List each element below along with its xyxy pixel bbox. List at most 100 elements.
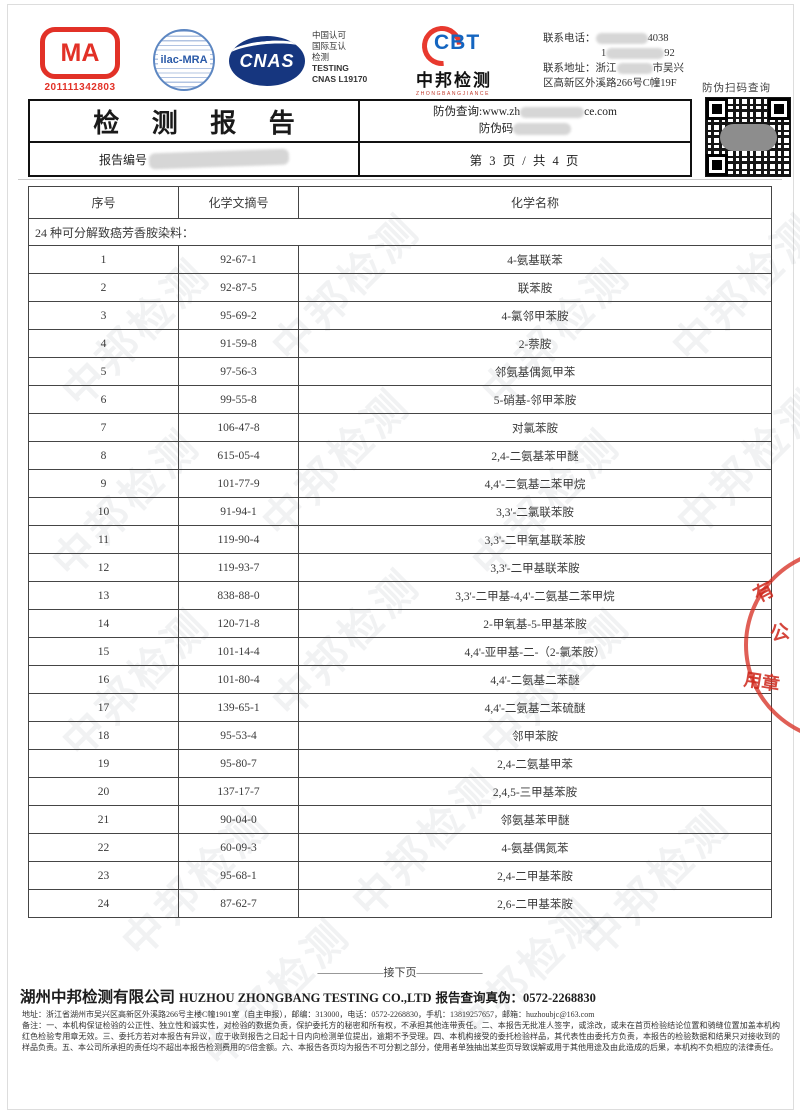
row-cas-cell: 60-09-3 <box>178 833 299 862</box>
company-line: 湖州中邦检测有限公司 HUZHOU ZHONGBANG TESTING CO.,… <box>20 985 790 1007</box>
table-row: 18 95-53-4 邻甲苯胺 <box>28 721 772 750</box>
contact-block: 联系电话： 4038 1 92 联系地址：浙江 市吴兴 区高新区外溪路266号C幢19… <box>543 31 728 91</box>
row-name-cell: 4,4'-二氨基二苯甲烷 <box>298 469 772 498</box>
row-cas-cell: 95-68-1 <box>178 861 299 890</box>
redaction-blur <box>513 123 572 136</box>
chemical-table-wrap: 24 种可分解致癌芳香胺染料： 序号 化学文摘号 化学名称 1 92-67-1 … <box>28 186 772 918</box>
row-name-cell: 4,4'-亚甲基-二-（2-氯苯胺） <box>298 637 772 666</box>
row-cas-cell: 101-80-4 <box>178 665 299 694</box>
table-row: 4 91-59-8 2-萘胺 <box>28 329 772 358</box>
table-row: 20 137-17-7 2,4,5-三甲基苯胺 <box>28 777 772 806</box>
table-row: 11 119-90-4 3,3'-二甲氧基联苯胺 <box>28 525 772 554</box>
row-no-cell: 3 <box>28 301 179 330</box>
row-cas-cell: 95-53-4 <box>178 721 299 750</box>
row-name-cell: 2,4,5-三甲基苯胺 <box>298 777 772 806</box>
row-cas-cell: 101-14-4 <box>178 637 299 666</box>
seal-char: 用章 <box>742 669 782 695</box>
row-cas-cell: 91-59-8 <box>178 329 299 358</box>
cert-line: 检测 <box>312 52 330 62</box>
row-name-cell: 联苯胺 <box>298 273 772 302</box>
ilac-mra-label: ilac-MRA <box>158 54 210 66</box>
table-row: 6 99-55-8 5-硝基-邻甲苯胺 <box>28 385 772 414</box>
row-no-cell: 23 <box>28 861 179 890</box>
qr-finder-icon <box>706 98 728 120</box>
contact-phone-line2: 1 92 <box>601 48 675 60</box>
table-row: 9 101-77-9 4,4'-二氨基二苯甲烷 <box>28 469 772 498</box>
row-cas-cell: 119-93-7 <box>178 553 299 582</box>
company-address: 地址：浙江省湖州市吴兴区高新区外溪路266号主楼C幢1901室（自主申报），邮编… <box>22 1010 595 1019</box>
row-no-cell: 1 <box>28 245 179 274</box>
row-no-cell: 21 <box>28 805 179 834</box>
row-cas-cell: 97-56-3 <box>178 357 299 386</box>
row-no-cell: 9 <box>28 469 179 498</box>
row-name-cell: 2-萘胺 <box>298 329 772 358</box>
col-header-no: 序号 <box>28 186 179 219</box>
row-name-cell: 4-氯邻甲苯胺 <box>298 301 772 330</box>
row-no-cell: 14 <box>28 609 179 638</box>
row-no-cell: 2 <box>28 273 179 302</box>
redaction-blur <box>606 48 665 60</box>
accreditation-text: 中国认可 国际互认 检测 TESTING CNAS L19170 <box>312 30 367 85</box>
redaction-blur <box>595 33 648 45</box>
row-name-cell: 对氯苯胺 <box>298 413 772 442</box>
row-cas-cell: 92-87-5 <box>178 273 299 302</box>
row-cas-cell: 137-17-7 <box>178 777 299 806</box>
row-name-cell: 3,3'-二氯联苯胺 <box>298 497 772 526</box>
table-row: 15 101-14-4 4,4'-亚甲基-二-（2-氯苯胺） <box>28 637 772 666</box>
row-name-cell: 3,3'-二甲基联苯胺 <box>298 553 772 582</box>
table-row: 5 97-56-3 邻氨基偶氮甲苯 <box>28 357 772 386</box>
row-cas-cell: 95-80-7 <box>178 749 299 778</box>
company-name-cn: 湖州中邦检测有限公司 <box>20 989 176 1006</box>
row-no-cell: 12 <box>28 553 179 582</box>
row-name-cell: 2,6-二甲基苯胺 <box>298 889 772 918</box>
title-band: 检 测 报 告 防伪查询:www.zh ce.com 防伪码 报告编号 第 3 页… <box>28 99 692 177</box>
row-cas-cell: 139-65-1 <box>178 693 299 722</box>
table-row: 19 95-80-7 2,4-二氨基甲苯 <box>28 749 772 778</box>
table-header-row: 序号 化学文摘号 化学名称 <box>28 186 772 219</box>
row-cas-cell: 615-05-4 <box>178 441 299 470</box>
row-name-cell: 2-甲氧基-5-甲基苯胺 <box>298 609 772 638</box>
cma-mark-icon: MA <box>40 27 120 79</box>
chemical-table: 24 种可分解致癌芳香胺染料： 序号 化学文摘号 化学名称 1 92-67-1 … <box>28 186 772 918</box>
ilac-mra-logo-icon: ilac-MRA <box>153 29 215 91</box>
qr-finder-icon <box>768 98 790 120</box>
row-name-cell: 4-氨基联苯 <box>298 245 772 274</box>
row-cas-cell: 119-90-4 <box>178 525 299 554</box>
cbt-logo: CBT 中邦检测 ZHONGBANGJIANCE <box>413 17 526 97</box>
table-row: 24 87-62-7 2,6-二甲基苯胺 <box>28 889 772 918</box>
verify-phone: 报告查询真伪：0572-2268830 <box>435 991 596 1005</box>
row-cas-cell: 92-67-1 <box>178 245 299 274</box>
row-no-cell: 24 <box>28 889 179 918</box>
row-name-cell: 4-氨基偶氮苯 <box>298 833 772 862</box>
row-name-cell: 5-硝基-邻甲苯胺 <box>298 385 772 414</box>
row-name-cell: 邻氨基苯甲醚 <box>298 805 772 834</box>
row-name-cell: 4,4'-二氨基二苯硫醚 <box>298 693 772 722</box>
cbt-mark-icon: CBT <box>413 17 486 75</box>
anti-fake-scan-label: 防伪扫码查询 <box>702 83 771 94</box>
report-number-cell: 报告编号 <box>30 143 360 175</box>
contact-phone-line: 联系电话： 4038 <box>543 33 669 45</box>
cma-logo: MA 201111342803 <box>40 27 120 93</box>
report-title-cell: 检 测 报 告 <box>30 101 360 143</box>
cbt-company-pinyin: ZHONGBANGJIANCE <box>416 91 491 97</box>
row-no-cell: 17 <box>28 693 179 722</box>
table-row: 10 91-94-1 3,3'-二氯联苯胺 <box>28 497 772 526</box>
contact-address-line2: 区高新区外溪路266号C幢19F <box>543 78 677 89</box>
row-no-cell: 18 <box>28 721 179 750</box>
table-row: 7 106-47-8 对氯苯胺 <box>28 413 772 442</box>
next-page-marker: ——————接下页—————— <box>317 967 483 979</box>
row-name-cell: 3,3'-二甲氧基联苯胺 <box>298 525 772 554</box>
report-notes: 备注：一、本机构保证检验的公正性、独立性和诚实性，对检验的数据负责，保护委托方的… <box>22 1021 780 1052</box>
row-no-cell: 11 <box>28 525 179 554</box>
qr-code <box>705 97 791 177</box>
row-name-cell: 邻氨基偶氮甲苯 <box>298 357 772 386</box>
table-row: 23 95-68-1 2,4-二甲基苯胺 <box>28 861 772 890</box>
cma-number: 201111342803 <box>44 82 116 93</box>
row-cas-cell: 101-77-9 <box>178 469 299 498</box>
col-header-cas: 化学文摘号 <box>178 186 299 219</box>
row-cas-cell: 106-47-8 <box>178 413 299 442</box>
cbt-company-name: 中邦检测 <box>416 71 492 90</box>
row-name-cell: 2,4-二甲基苯胺 <box>298 861 772 890</box>
row-cas-cell: 95-69-2 <box>178 301 299 330</box>
